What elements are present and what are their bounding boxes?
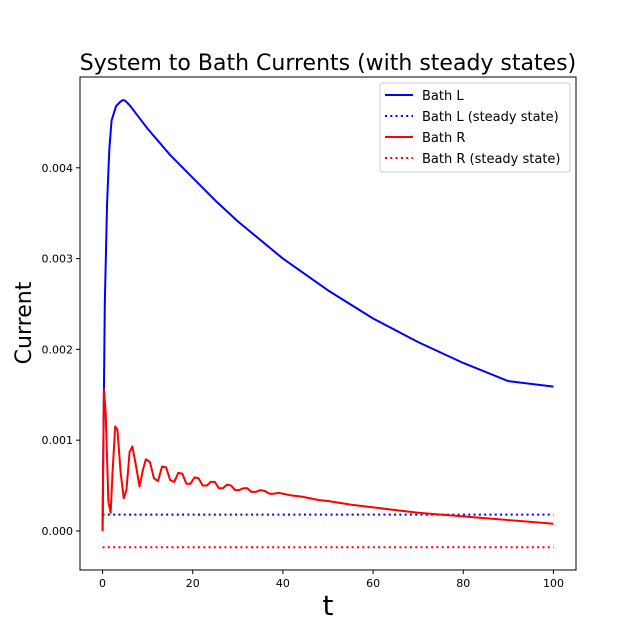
plot-area xyxy=(101,99,554,549)
y-tick-label: 0.004 xyxy=(42,162,74,175)
axis-ticks: 0 20 40 60 80 100 0.000 0.001 0.002 0.003 0.004 xyxy=(42,162,564,590)
legend: Bath L Bath L (steady state) Bath R Bath R … xyxy=(379,82,571,173)
x-tick-label: 20 xyxy=(186,577,200,590)
x-axis-label: t xyxy=(323,589,334,622)
legend-label: Bath L (steady state) xyxy=(422,110,559,125)
y-tick-label: 0.001 xyxy=(42,434,74,447)
y-tick-label: 0.002 xyxy=(42,343,74,356)
x-tick-label: 80 xyxy=(456,577,470,590)
legend-box xyxy=(379,82,571,173)
x-tick-label: 100 xyxy=(543,577,564,590)
legend-label: Bath R (steady state) xyxy=(422,152,561,167)
y-tick-label: 0.000 xyxy=(42,525,74,538)
legend-label: Bath L xyxy=(422,89,464,104)
series-line-3 xyxy=(101,388,554,531)
axes-frame xyxy=(79,76,577,571)
x-tick-label: 0 xyxy=(99,577,106,590)
legend-label: Bath R xyxy=(422,131,465,146)
chart-title: System to Bath Currents (with steady sta… xyxy=(80,51,576,76)
series-line-1 xyxy=(101,99,554,531)
x-tick-label: 60 xyxy=(366,577,380,590)
x-tick-label: 40 xyxy=(276,577,290,590)
y-axis-label: Current xyxy=(12,281,37,364)
y-tick-label: 0.003 xyxy=(42,253,74,266)
